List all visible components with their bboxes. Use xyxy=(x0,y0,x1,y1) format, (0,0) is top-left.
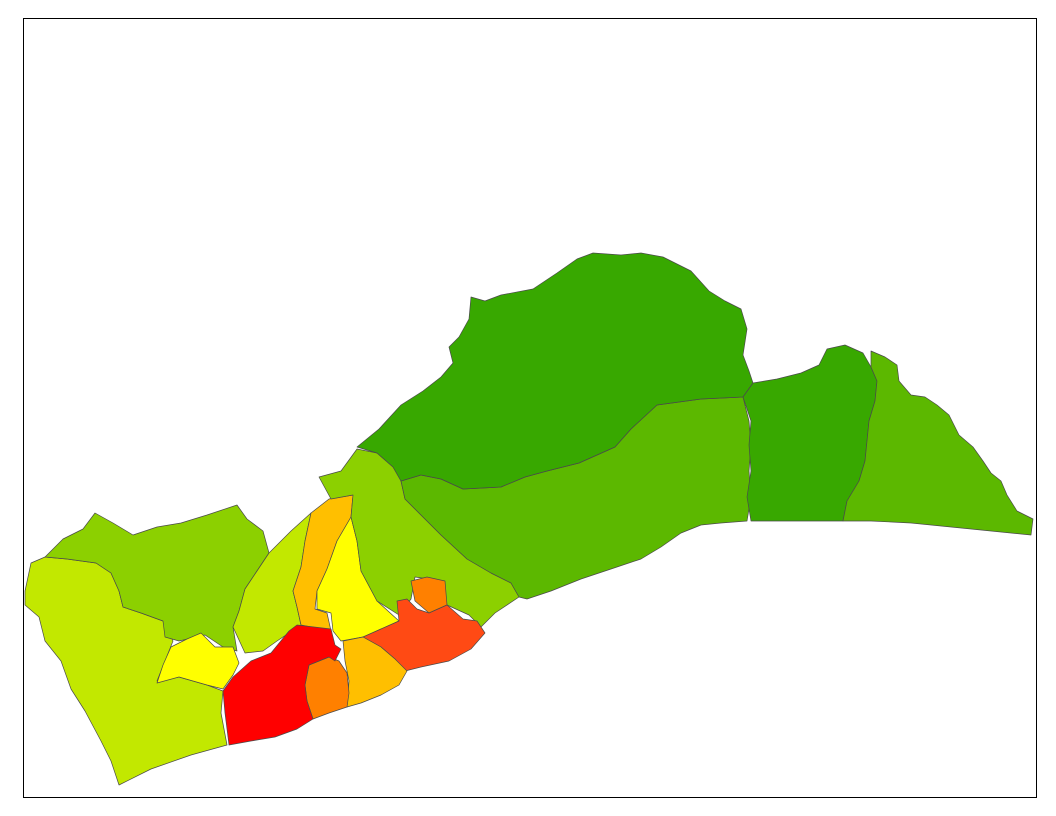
region-core-urban[interactable] xyxy=(222,624,342,746)
region-coastal-small[interactable] xyxy=(304,656,350,720)
region-coastal-mid[interactable] xyxy=(342,636,408,708)
region-north-central[interactable] xyxy=(356,252,754,490)
regions-layer xyxy=(24,252,1034,786)
map-frame xyxy=(23,18,1037,798)
choropleth-map xyxy=(24,252,1034,786)
region-far-east[interactable] xyxy=(842,350,1034,536)
region-small-west-enclave[interactable] xyxy=(156,632,240,690)
